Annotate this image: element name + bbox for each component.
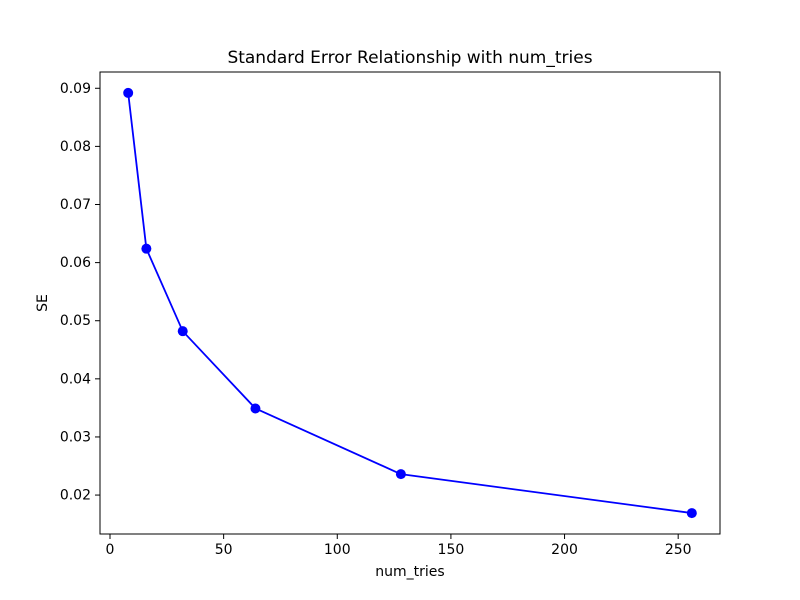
y-tick-label: 0.06 bbox=[60, 255, 91, 271]
y-tick-label: 0.07 bbox=[60, 197, 91, 213]
chart-title: Standard Error Relationship with num_tri… bbox=[227, 48, 592, 68]
plot-area bbox=[99, 71, 721, 535]
data-point-marker bbox=[141, 243, 152, 254]
y-axis-label: SE bbox=[35, 294, 51, 312]
x-tick-label: 0 bbox=[106, 542, 115, 558]
data-series bbox=[123, 87, 697, 519]
y-tick-label: 0.04 bbox=[60, 371, 91, 387]
axes-ticks: 0 50 100 150 200 250 0.02 0.03 0.04 0.05 0.06 0.07 0… bbox=[60, 81, 692, 558]
data-point-marker bbox=[686, 508, 697, 519]
y-tick-label: 0.03 bbox=[60, 429, 91, 445]
x-axis-label: num_tries bbox=[375, 564, 444, 580]
y-tick-label: 0.02 bbox=[60, 488, 91, 504]
x-tick-label: 200 bbox=[551, 542, 578, 558]
se-line bbox=[127, 92, 692, 514]
data-point-marker bbox=[177, 326, 188, 337]
x-tick-label: 250 bbox=[665, 542, 692, 558]
y-tick-label: 0.05 bbox=[60, 313, 91, 329]
data-point-marker bbox=[250, 403, 261, 414]
data-point-marker bbox=[123, 87, 134, 98]
x-tick-label: 50 bbox=[215, 542, 233, 558]
y-tick-label: 0.09 bbox=[60, 81, 91, 97]
data-point-marker bbox=[395, 469, 406, 480]
x-tick-label: 150 bbox=[438, 542, 465, 558]
y-tick-label: 0.08 bbox=[60, 139, 91, 155]
x-tick-label: 100 bbox=[324, 542, 351, 558]
